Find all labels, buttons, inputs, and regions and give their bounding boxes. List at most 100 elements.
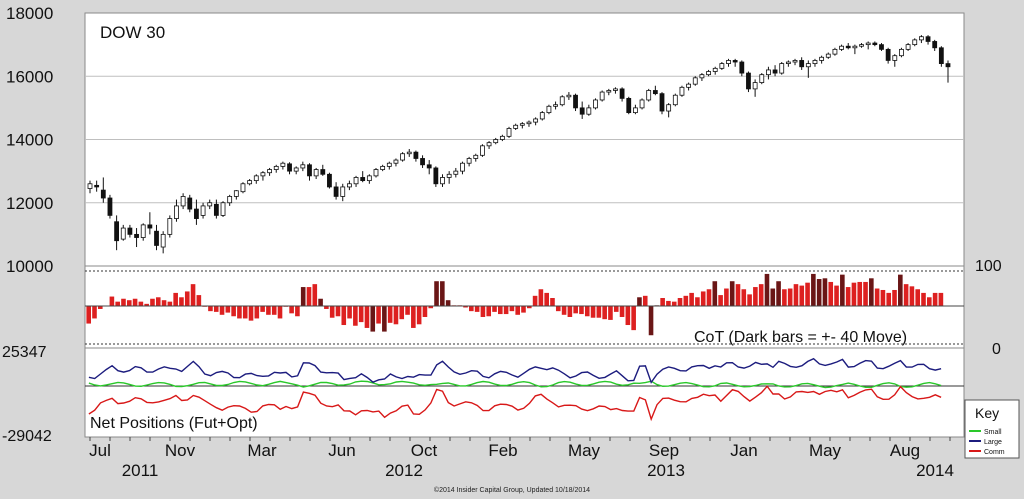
cot-bar [828, 281, 834, 306]
cot-bar [706, 289, 712, 306]
price-candle [433, 166, 439, 187]
cot-bar [306, 287, 312, 306]
price-candle [260, 171, 266, 181]
cot-bar [248, 306, 254, 321]
price-candle [619, 87, 625, 102]
price-candle [240, 182, 246, 194]
x-month-label: Jun [328, 441, 355, 460]
price-y-ticks: 10000 12000 14000 16000 18000 [6, 4, 53, 276]
cot-bar [671, 301, 677, 306]
cot-bar [915, 289, 921, 306]
price-candle [213, 199, 219, 219]
cot-bar [138, 301, 144, 306]
cot-annotation: CoT (Dark bars = +- 40 Move) [694, 329, 907, 346]
price-candle [506, 126, 512, 138]
price-candle [220, 201, 226, 217]
x-year-label: 2012 [385, 461, 423, 480]
cot-bar [677, 298, 683, 306]
price-candle [313, 167, 319, 180]
price-candle [799, 57, 805, 70]
cot-bar [596, 306, 602, 318]
cot-bar [405, 306, 410, 315]
cot-bars [86, 273, 944, 336]
cot-bar [642, 295, 648, 306]
price-candle [746, 71, 751, 93]
cot-bar [144, 303, 149, 306]
cot-bar [463, 306, 468, 308]
cot-bar [782, 289, 787, 306]
price-candle [300, 161, 306, 172]
price-candle [739, 60, 745, 77]
cot-bar [312, 284, 318, 306]
x-year-label: 2014 [916, 461, 954, 480]
cot-bar [318, 298, 323, 306]
price-candle [320, 164, 326, 176]
price-candle [573, 93, 578, 112]
price-candle [766, 66, 771, 80]
price-candle [340, 183, 346, 202]
cot-bar [150, 298, 155, 306]
price-candle [426, 160, 432, 175]
price-tick-label: 18000 [6, 4, 53, 23]
net-line-large [88, 357, 942, 384]
price-candle [533, 117, 539, 126]
cot-bar [115, 301, 120, 306]
cot-bar [776, 281, 781, 306]
cot-bar [358, 306, 364, 323]
price-candle [566, 92, 572, 100]
cot-bar [97, 306, 103, 309]
cot-bar [347, 306, 352, 319]
cot-bar [132, 298, 138, 306]
price-candle [420, 155, 425, 168]
cot-bar [666, 300, 671, 306]
net-position-lines [88, 357, 942, 422]
price-candle [493, 137, 499, 145]
price-candle [360, 171, 366, 183]
net-line-comm [88, 385, 942, 422]
cot-bar [445, 300, 451, 306]
price-candle [87, 180, 93, 194]
cot-bar [434, 281, 439, 306]
cot-bar [898, 274, 903, 306]
cot-bar [242, 306, 248, 319]
price-candle [652, 85, 658, 96]
cot-bar [532, 295, 538, 306]
cot-bar [544, 292, 549, 306]
cot-bar [689, 292, 694, 306]
cot-bar [613, 306, 619, 312]
cot-bar [805, 282, 810, 306]
price-candle [307, 163, 312, 181]
price-candle [473, 153, 479, 162]
cot-bar [480, 306, 486, 317]
legend-label-comm: Comm [984, 449, 1005, 456]
price-candle [918, 35, 924, 44]
price-candle [114, 215, 120, 251]
price-candle [380, 164, 386, 172]
price-candle [785, 60, 791, 67]
cot-bar [295, 306, 300, 317]
cot-bar [561, 306, 567, 315]
x-month-label: Jan [730, 441, 757, 460]
price-candle [606, 88, 612, 96]
price-candle [194, 199, 199, 225]
price-candle [546, 104, 552, 115]
cot-bar [411, 306, 416, 328]
cot-tick-0: 0 [992, 341, 1001, 358]
cot-bar [260, 306, 265, 312]
price-candle [646, 88, 652, 102]
cot-bar [237, 306, 242, 319]
price-candle [440, 174, 445, 187]
price-candle [839, 44, 844, 51]
cot-bar [190, 284, 196, 306]
price-candle [486, 141, 492, 149]
price-candle [732, 58, 738, 67]
cot-bar [851, 282, 857, 306]
x-month-label: Aug [890, 441, 920, 460]
price-candle [912, 38, 918, 47]
price-candle [247, 179, 253, 186]
cot-bar [266, 306, 271, 315]
cot-bar [584, 306, 590, 317]
cot-bar [126, 300, 132, 306]
cot-bar [695, 297, 700, 306]
